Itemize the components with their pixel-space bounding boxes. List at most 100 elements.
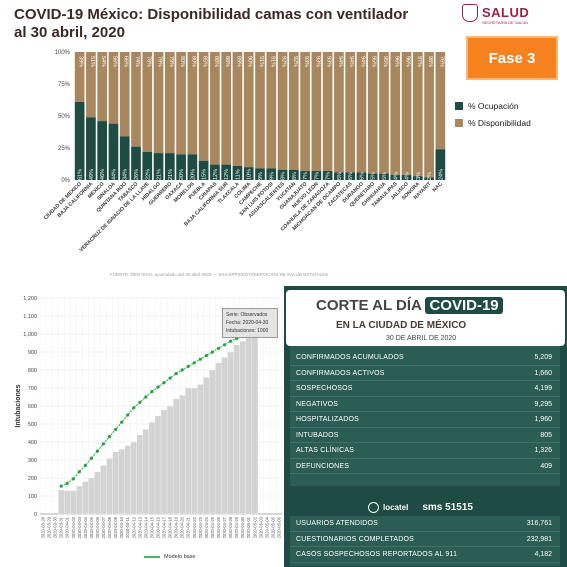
x-tick-label: 2020-04-03 <box>77 516 82 538</box>
observed-bar <box>136 434 144 515</box>
bar-disponibilidad <box>221 52 232 165</box>
legend-line <box>144 556 160 558</box>
x-tick-label: 2020-04-18 <box>168 516 173 538</box>
observed-bar <box>148 422 156 515</box>
corte-date: 30 DE ABRIL DE 2020 <box>386 335 457 342</box>
y-tick-label: 100 <box>28 494 37 500</box>
model-point <box>89 456 94 460</box>
observed-bar <box>209 369 216 515</box>
bar-disponibilidad <box>424 52 434 178</box>
legend-ocupacion: % Ocupación <box>455 101 531 111</box>
stat-row: ALTAS CLÍNICAS 1,326 <box>290 443 560 459</box>
tooltip-intubaciones: Intubaciones: 1000 <box>226 328 269 334</box>
model-point <box>120 420 124 424</box>
bar-ocupacion <box>367 173 378 180</box>
observed-bar <box>215 362 222 515</box>
observed-bar <box>203 377 210 515</box>
data-label-ocupacion: 10% <box>247 169 253 180</box>
data-label-ocupacion: 21% <box>157 169 163 180</box>
observed-bar <box>233 344 241 515</box>
bar-chart-panel: COVID-19 México: Disponibilidad camas co… <box>0 0 567 286</box>
model-point <box>222 343 227 347</box>
y-tick-label: 0 <box>34 512 37 518</box>
y-tick-label: 0% <box>61 178 70 184</box>
stat-value: 1,660 <box>534 369 552 377</box>
bar-disponibilidad <box>176 52 186 155</box>
bar-disponibilidad <box>97 52 108 122</box>
x-tick-label: 2020-04-13 <box>137 516 142 538</box>
bar-disponibilidad <box>86 52 96 118</box>
data-label-ocupacion: 7% <box>314 172 320 180</box>
stat-row: HOSPITALIZADOS 1,960 <box>290 412 560 428</box>
model-point <box>77 470 81 474</box>
bar-ocupacion <box>86 117 96 180</box>
stat-label: INTUBADOS <box>296 431 339 439</box>
x-tick-label: 2020-04-05 <box>89 516 94 538</box>
legend-label: % Disponibilidad <box>468 118 531 128</box>
data-label-disponibilidad: 95% <box>371 56 377 67</box>
stat-row: INTUBADOS 805 <box>290 428 560 443</box>
bar-ocupacion <box>232 165 243 180</box>
intubaciones-chart-panel: 0 100 200 300 400 500 600 700 800 900 1,000 1,100 1,… <box>0 286 284 567</box>
x-tick-label: 2020-03-31 <box>59 516 64 538</box>
stat-value: 1,326 <box>534 447 552 454</box>
y-tick-label: 500 <box>28 422 37 428</box>
bar-ocupacion <box>277 169 288 180</box>
x-tick-label: 2020-04-04 <box>83 516 88 538</box>
data-label-disponibilidad: 74% <box>134 56 140 67</box>
source-note: FUENTE: RED IRAG, acumulado del 30 abril… <box>110 272 329 277</box>
observed-bar <box>130 441 138 515</box>
y-tick-label: 200 <box>28 476 37 482</box>
x-tick-label: 2020-04-21 <box>186 516 191 538</box>
data-label-disponibilidad: 54% <box>100 56 106 67</box>
locatel-banner: locatel sms 51515 <box>368 500 473 514</box>
data-label-ocupacion: 34% <box>123 169 129 180</box>
bar-ocupacion <box>334 172 344 180</box>
model-point <box>180 368 184 372</box>
data-label-disponibilidad: 93% <box>303 56 309 67</box>
stat-row: USUARIOS ATENDIDOS 316,761 <box>290 516 560 532</box>
observed-bar <box>172 398 180 515</box>
data-label-ocupacion: 9% <box>258 172 264 180</box>
stat-label: CUESTIONARIOS COMPLETADOS <box>296 535 415 543</box>
model-point <box>107 435 112 439</box>
x-tick-label: 2020-04-07 <box>101 516 106 538</box>
bar-ocupacion <box>131 146 141 180</box>
bar-ocupacion <box>255 168 265 180</box>
stat-value: 9,295 <box>534 400 552 408</box>
y-tick-label: 75% <box>58 82 71 88</box>
observed-bar <box>124 445 132 515</box>
observed-bar <box>221 357 228 515</box>
data-label-disponibilidad: 80% <box>179 56 185 67</box>
observed-bar <box>112 451 119 515</box>
data-label-ocupacion: 8% <box>292 172 298 180</box>
data-label-disponibilidad: 94% <box>348 56 354 67</box>
bar-disponibilidad <box>277 52 288 170</box>
bar-disponibilidad <box>356 52 367 173</box>
bar-disponibilidad <box>334 52 344 173</box>
x-tick-label: 2020-05-01 <box>246 516 251 538</box>
observed-bar <box>239 341 247 515</box>
model-point <box>204 354 208 358</box>
y-tick-label: 1,100 <box>23 314 37 320</box>
x-tick-label: 2020-03-28 <box>41 516 46 538</box>
data-label-disponibilidad: 94% <box>337 56 343 67</box>
bar-ocupacion <box>345 172 356 180</box>
x-tick-label: 2020-04-19 <box>174 516 179 538</box>
bar-ocupacion <box>424 177 434 180</box>
locatel-brand: locatel <box>383 502 409 512</box>
data-label-disponibilidad: 96% <box>393 56 399 67</box>
data-label-disponibilidad: 91% <box>269 56 275 67</box>
bar-disponibilidad <box>187 52 198 155</box>
model-point <box>126 413 130 417</box>
stat-label: USUARIOS ATENDIDOS <box>296 520 379 527</box>
stat-row: CONFIRMADOS ACTIVOS 1,660 <box>290 366 560 381</box>
data-label-ocupacion: 21% <box>168 169 174 180</box>
locatel-icon <box>368 501 379 513</box>
observed-bar <box>70 490 77 515</box>
observed-bar <box>227 351 234 515</box>
data-label-disponibilidad: 78% <box>145 56 151 67</box>
stat-value: 316,761 <box>526 520 552 527</box>
data-label-ocupacion: 46% <box>100 169 106 180</box>
stat-label: SOSPECHOSOS <box>296 385 353 392</box>
